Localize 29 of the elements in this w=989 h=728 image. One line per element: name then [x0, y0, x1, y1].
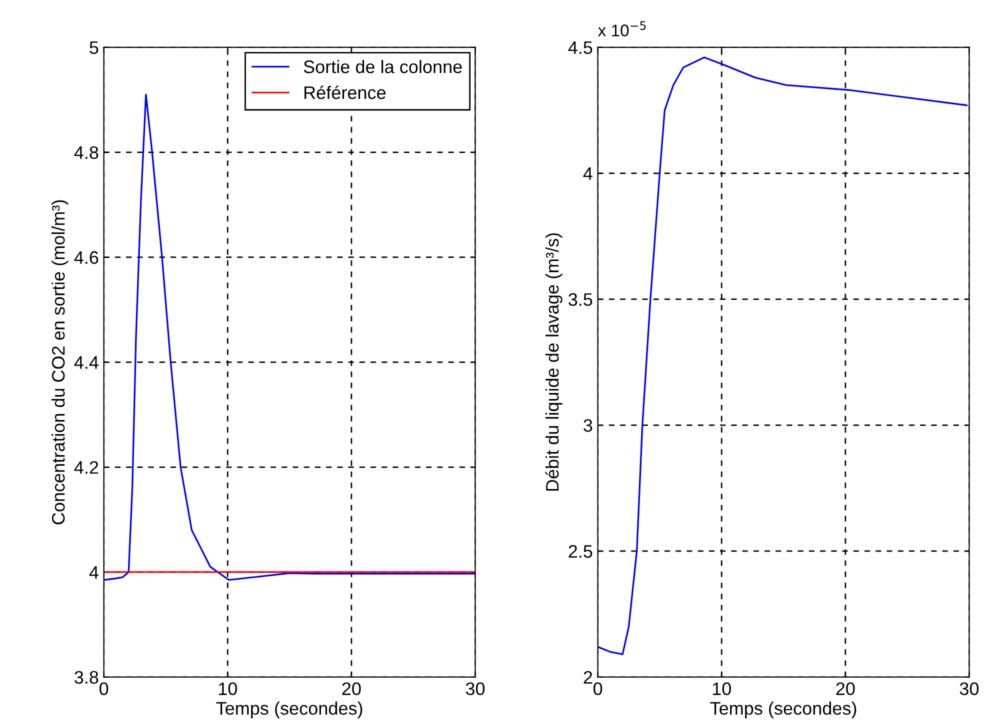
y-tick-label: 4.8: [74, 146, 98, 159]
y-tick-label: 4: [583, 167, 592, 180]
line-series: [598, 56, 968, 656]
y-tick-label: 4.5: [568, 41, 592, 54]
y-tick-label: 2: [584, 670, 592, 684]
legend-label: Référence: [304, 86, 386, 100]
x-tick-label: 20: [342, 682, 361, 696]
y-tick-label: 3.5: [568, 293, 592, 306]
y-tick-label: 4.6: [74, 251, 98, 264]
x-tick-label: 20: [836, 682, 855, 696]
x-tick-label: 0: [594, 682, 602, 696]
x-tick-label: 30: [960, 682, 979, 696]
y-tick-label: 5: [90, 41, 98, 54]
x-tick-label: 10: [218, 682, 237, 696]
y-axis-title: Débit du liquide de lavage (m³/s): [545, 233, 562, 491]
y-tick-label: 3: [584, 419, 592, 432]
y-tick-label: 2.5: [568, 545, 592, 558]
x-tick-label: 30: [466, 682, 485, 696]
x-tick-label: 0: [100, 682, 108, 696]
y-tick-label: 4.4: [74, 356, 98, 369]
y-tick-label: 4: [89, 566, 98, 579]
y-tick-label: 3.8: [74, 670, 98, 684]
y-tick-label: 4.2: [74, 461, 98, 474]
x-axis-title: Temps (secondes): [710, 702, 856, 718]
text: x 10$^{−5}$: [598, 21, 646, 36]
x-axis-title: Temps (secondes): [216, 702, 362, 718]
y-axis-title: Concentration du CO2 en sortie (mol/m³): [52, 200, 68, 524]
legend-label: Sortie de la colonne: [304, 60, 462, 74]
x-tick-label: 10: [712, 682, 731, 696]
